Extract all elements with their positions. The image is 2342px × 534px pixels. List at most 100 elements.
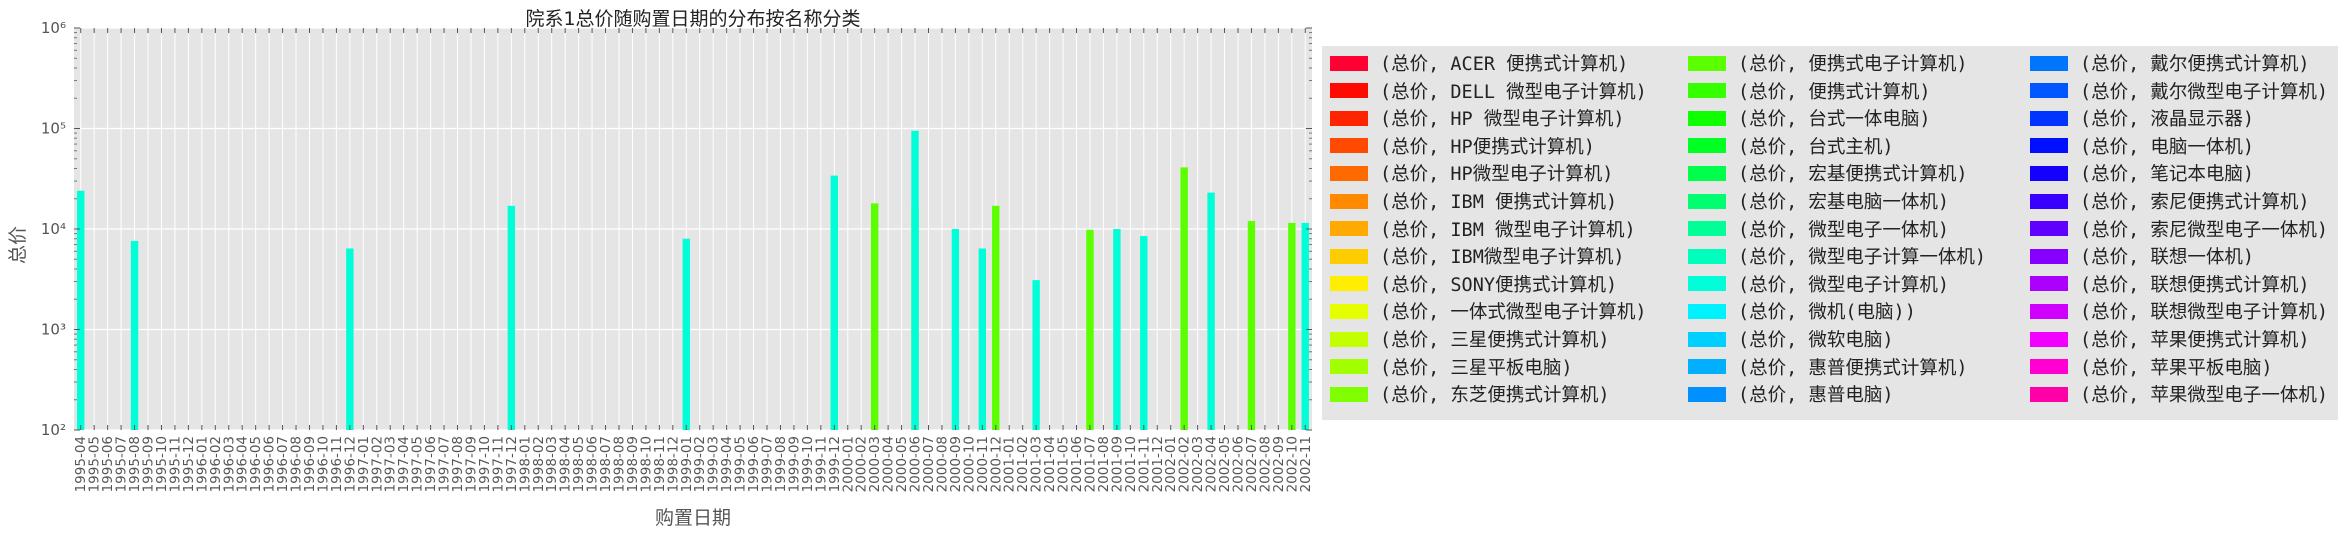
x-tick-label: 1996-01 — [194, 436, 210, 492]
legend-item: (总价, 微型电子计算一体机) — [1688, 245, 1986, 268]
legend-item: (总价, HP 微型电子计算机) — [1330, 107, 1624, 130]
legend-item: (总价, IBM 微型电子计算机) — [1330, 218, 1636, 241]
legend-item: (总价, 便携式电子计算机) — [1688, 52, 1968, 75]
bar-1997-12 — [507, 205, 516, 430]
legend-swatch — [1330, 303, 1368, 319]
legend-item: (总价, 东芝便携式计算机) — [1330, 383, 1610, 406]
bar-1999-01 — [682, 238, 690, 430]
x-tick-label: 1996-07 — [275, 436, 291, 492]
legend-label: (总价, 戴尔微型电子计算机) — [2080, 81, 2329, 103]
legend-swatch — [1688, 221, 1726, 237]
legend-item: (总价, IBM微型电子计算机) — [1330, 245, 1624, 268]
x-tick-label: 1999-01 — [679, 436, 695, 492]
legend-label: (总价, 戴尔便携式计算机) — [2080, 54, 2310, 75]
x-tick-label: 1995-09 — [141, 436, 157, 492]
x-tick-label: 1997-06 — [423, 436, 439, 492]
legend-label: (总价, 台式主机) — [1738, 136, 1894, 158]
bar-2001-07 — [1086, 229, 1094, 430]
y-tick-label: 10⁴ — [41, 220, 66, 238]
x-tick-label: 2000-03 — [867, 436, 883, 492]
x-tick-label: 1996-12 — [342, 436, 358, 492]
legend-item: (总价, 液晶显示器) — [2030, 107, 2254, 130]
x-tick-label: 2000-01 — [840, 436, 856, 492]
legend-item: (总价, 微型电子一体机) — [1688, 218, 1950, 241]
bar-1996-12 — [346, 248, 354, 430]
legend-swatch — [1330, 221, 1368, 237]
x-tick-label: 1997-01 — [356, 436, 372, 492]
x-tick-label: 2002-05 — [1217, 436, 1233, 492]
bar-1999-12 — [830, 175, 838, 430]
legend-swatch — [1330, 83, 1368, 99]
x-tick-label: 1997-03 — [383, 436, 399, 492]
legend-label: (总价, 微机(电脑)) — [1738, 302, 1916, 324]
x-tick-label: 2001-10 — [1123, 436, 1139, 492]
legend-label: (总价, 电脑一体机) — [2080, 136, 2255, 158]
x-tick-label: 2000-04 — [881, 436, 897, 492]
x-tick-label: 1999-08 — [773, 436, 789, 492]
bar-2002-04 — [1207, 192, 1215, 430]
legend-label: (总价, HP微型电子计算机) — [1380, 164, 1614, 186]
legend-label: (总价, 一体式微型电子计算机) — [1380, 302, 1647, 324]
legend-swatch — [1688, 110, 1726, 126]
x-tick-label: 1996-03 — [221, 436, 237, 492]
legend-item: (总价, 宏基电脑一体机) — [1688, 190, 1950, 213]
legend-item: (总价, 台式主机) — [1688, 135, 1894, 158]
x-tick-label: 1995-08 — [127, 436, 143, 492]
x-tick-label: 1996-06 — [262, 436, 278, 492]
x-tick-label: 2001-03 — [1029, 436, 1045, 492]
legend-swatch — [1688, 331, 1726, 347]
x-tick-label: 1997-02 — [369, 436, 385, 492]
legend-item: (总价, 索尼微型电子一体机) — [2030, 218, 2329, 241]
legend-item: (总价, 微机(电脑)) — [1688, 300, 1916, 324]
x-tick-label: 1995-04 — [73, 436, 89, 492]
legend-label: (总价, DELL 微型电子计算机) — [1380, 81, 1647, 103]
x-tick-label: 2002-11 — [1298, 436, 1314, 492]
legend-item: (总价, 联想微型电子计算机) — [2030, 300, 2328, 323]
legend-swatch — [1688, 55, 1726, 71]
x-tick-label: 1999-02 — [692, 436, 708, 492]
x-tick-label: 1996-11 — [329, 436, 345, 492]
x-tick-label: 1995-11 — [167, 436, 183, 492]
legend-item: (总价, 苹果平板电脑) — [2030, 356, 2273, 379]
x-tick-label: 1998-03 — [544, 436, 560, 492]
bar-2001-11 — [1140, 236, 1148, 430]
bar-2002-10 — [1288, 222, 1296, 430]
x-tick-label: 1998-02 — [531, 436, 547, 492]
legend-swatch — [2030, 221, 2068, 237]
legend-label: (总价, 微型电子一体机) — [1738, 219, 1950, 241]
bar-2002-07 — [1247, 221, 1256, 430]
x-axis-ticks: 1995-041995-051995-061995-071995-081995-… — [73, 28, 1314, 492]
x-tick-label: 1997-04 — [396, 436, 412, 492]
legend-item: (总价, DELL 微型电子计算机) — [1330, 80, 1647, 103]
legend-item: (总价, 联想便携式计算机) — [2030, 273, 2310, 296]
legend-swatch — [2030, 55, 2068, 71]
legend-label: (总价, 宏基电脑一体机) — [1738, 192, 1950, 213]
legend-swatch — [1330, 55, 1368, 71]
x-tick-label: 2001-06 — [1069, 436, 1085, 492]
bar-1995-08 — [130, 240, 139, 430]
x-tick-label: 1999-05 — [733, 436, 749, 492]
legend-swatch — [2030, 276, 2068, 292]
legend-swatch — [1330, 386, 1368, 402]
bar-2000-06 — [911, 130, 919, 431]
bar-2002-02 — [1180, 167, 1188, 430]
x-tick-label: 1996-10 — [315, 436, 331, 492]
x-tick-label: 1995-05 — [87, 436, 103, 492]
x-tick-label: 1995-12 — [181, 436, 197, 492]
x-tick-label: 1998-05 — [571, 436, 587, 492]
x-tick-label: 1999-11 — [813, 436, 829, 492]
legend-swatch — [1688, 303, 1726, 319]
legend-label: (总价, 索尼微型电子一体机) — [2080, 219, 2329, 241]
legend-item: (总价, 便携式计算机) — [1688, 80, 1931, 103]
x-tick-label: 2002-08 — [1257, 436, 1273, 492]
legend-label: (总价, 索尼便携式计算机) — [2080, 192, 2310, 213]
legend-swatch — [2030, 331, 2068, 347]
bar-2000-11 — [978, 248, 987, 430]
legend-label: (总价, 便携式计算机) — [1738, 81, 1931, 103]
legend-swatch — [1688, 248, 1726, 264]
x-tick-label: 2002-07 — [1244, 436, 1260, 492]
bars — [77, 130, 1309, 431]
legend-swatch — [1688, 276, 1726, 292]
legend-label: (总价, 苹果平板电脑) — [2080, 357, 2273, 379]
